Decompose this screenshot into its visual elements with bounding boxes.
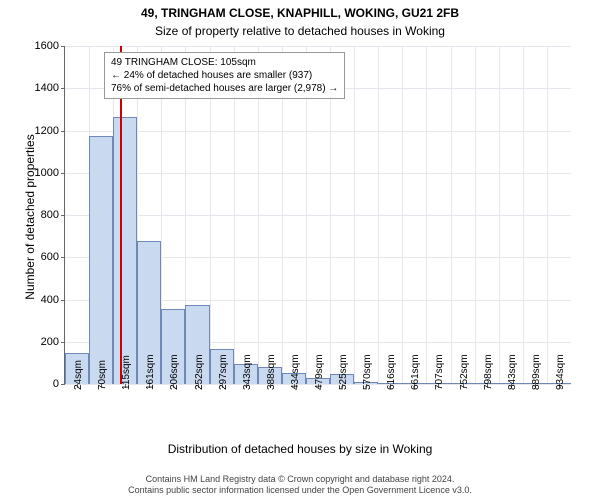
gridline-v: [499, 46, 500, 384]
y-axis-title: Number of detached properties: [23, 117, 37, 317]
gridline-h: [65, 46, 571, 47]
annotation-box: 49 TRINGHAM CLOSE: 105sqm ← 24% of detac…: [104, 52, 345, 99]
ytick-label: 200: [41, 336, 65, 348]
gridline-v: [547, 46, 548, 384]
gridline-v: [426, 46, 427, 384]
gridline-h: [65, 131, 571, 132]
gridline-v: [451, 46, 452, 384]
xtick-label: 161sqm: [145, 354, 156, 390]
gridline-h: [65, 173, 571, 174]
xtick-label: 798sqm: [483, 354, 494, 390]
gridline-h: [65, 215, 571, 216]
gridline-v: [475, 46, 476, 384]
annotation-line1: 49 TRINGHAM CLOSE: 105sqm: [111, 56, 338, 69]
footer-line1: Contains HM Land Registry data © Crown c…: [0, 474, 600, 485]
xtick-label: 616sqm: [386, 354, 397, 390]
ytick-label: 1000: [35, 167, 65, 179]
xtick-label: 24sqm: [73, 360, 84, 390]
xtick-label: 70sqm: [97, 360, 108, 390]
gridline-v: [402, 46, 403, 384]
xtick-label: 752sqm: [459, 354, 470, 390]
ytick-label: 0: [53, 378, 65, 390]
gridline-v: [523, 46, 524, 384]
chart-title-line1: 49, TRINGHAM CLOSE, KNAPHILL, WOKING, GU…: [0, 6, 600, 20]
xtick-label: 661sqm: [410, 354, 421, 390]
gridline-v: [378, 46, 379, 384]
xtick-label: 889sqm: [531, 354, 542, 390]
histogram-bar: [113, 117, 137, 384]
xtick-label: 479sqm: [314, 354, 325, 390]
annotation-line3: 76% of semi-detached houses are larger (…: [111, 82, 338, 95]
xtick-label: 843sqm: [507, 354, 518, 390]
annotation-line2: ← 24% of detached houses are smaller (93…: [111, 69, 338, 82]
ytick-label: 1200: [35, 125, 65, 137]
ytick-label: 400: [41, 294, 65, 306]
xtick-label: 388sqm: [266, 354, 277, 390]
footer-line2: Contains public sector information licen…: [0, 485, 600, 496]
footer-attribution: Contains HM Land Registry data © Crown c…: [0, 474, 600, 497]
histogram-bar: [89, 136, 113, 384]
xtick-label: 570sqm: [362, 354, 373, 390]
xtick-label: 707sqm: [434, 354, 445, 390]
xtick-label: 115sqm: [121, 355, 132, 390]
xtick-label: 525sqm: [338, 354, 349, 390]
ytick-label: 1400: [35, 82, 65, 94]
xtick-label: 343sqm: [242, 354, 253, 390]
ytick-label: 600: [41, 251, 65, 263]
gridline-v: [354, 46, 355, 384]
ytick-label: 1600: [35, 40, 65, 52]
xtick-label: 934sqm: [555, 354, 566, 390]
xtick-label: 297sqm: [218, 354, 229, 390]
ytick-label: 800: [41, 209, 65, 221]
x-axis-title: Distribution of detached houses by size …: [0, 442, 600, 456]
chart-title-line2: Size of property relative to detached ho…: [0, 24, 600, 38]
chart-container: 49, TRINGHAM CLOSE, KNAPHILL, WOKING, GU…: [0, 0, 600, 500]
xtick-label: 434sqm: [290, 354, 301, 390]
xtick-label: 252sqm: [194, 354, 205, 390]
xtick-label: 206sqm: [169, 354, 180, 390]
